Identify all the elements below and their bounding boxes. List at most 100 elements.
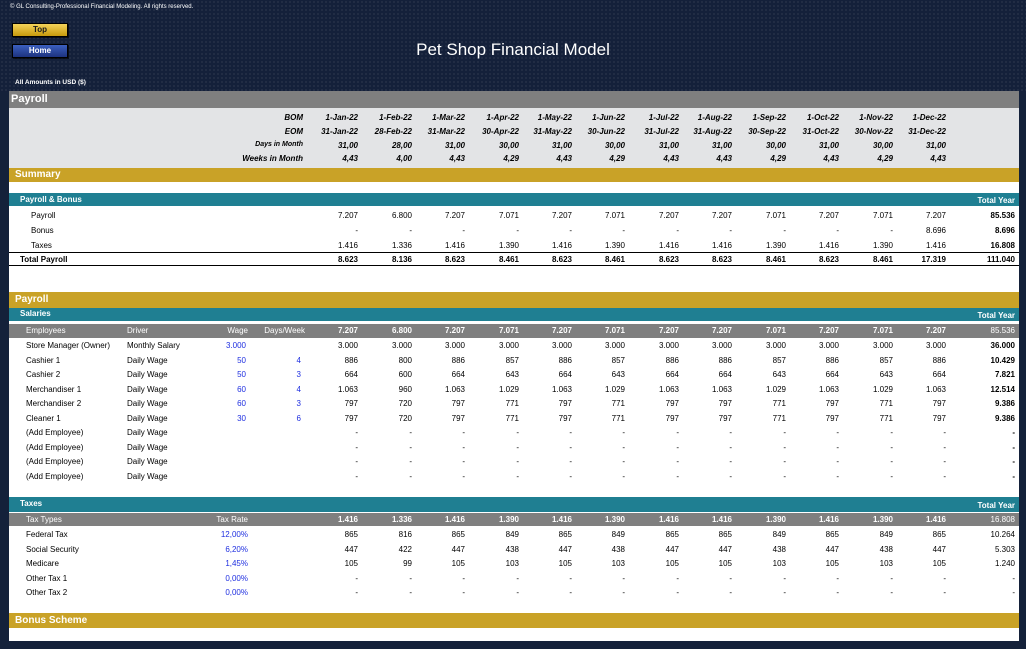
taxes-header-value-5: 1.416: [551, 515, 572, 524]
employee-7-month-3: -: [462, 428, 465, 437]
employee-days-3[interactable]: 3: [296, 370, 301, 379]
currency-note: All Amounts in USD ($): [15, 79, 86, 86]
summary-payroll-12: 7.207: [925, 211, 946, 220]
taxes-header-value-4: 1.390: [498, 515, 519, 524]
summary-title-bar: [9, 168, 1019, 182]
employee-wage-4[interactable]: 60: [237, 384, 246, 394]
employee-6-month-4: 771: [505, 413, 519, 423]
tax-5-month-9: -: [783, 588, 786, 597]
employee-total-3: 7.821: [994, 370, 1015, 379]
top-button[interactable]: Top: [12, 23, 68, 37]
employee-9-month-11: -: [890, 457, 893, 466]
weeks-2: 4,00: [396, 154, 412, 163]
page-title: Pet Shop Financial Model: [416, 40, 610, 59]
tax-1-month-4: 849: [505, 530, 519, 539]
employee-3-month-4: 643: [505, 370, 519, 379]
driver-header: Driver: [127, 326, 149, 335]
employee-wage-5[interactable]: 60: [237, 399, 246, 408]
tax-rate-1[interactable]: 12,00%: [220, 530, 248, 539]
tax-1-month-12: 865: [932, 530, 946, 539]
employee-7-month-5: -: [569, 428, 572, 437]
employee-days-6[interactable]: 6: [296, 413, 301, 423]
tax-label-3: Medicare: [26, 559, 59, 568]
total-payroll-9: 8.461: [765, 255, 786, 264]
employee-1-month-4: 3.000: [498, 341, 519, 350]
bom-7: 1-Jul-22: [648, 113, 679, 122]
tax-2-month-6: 438: [611, 544, 625, 554]
employee-2-month-11: 857: [879, 355, 893, 365]
employee-8-month-7: -: [676, 442, 679, 452]
tax-1-month-6: 849: [611, 530, 625, 539]
bom-1: 1-Jan-22: [325, 113, 358, 122]
tax-5-month-12: -: [943, 588, 946, 597]
employee-3-month-6: 643: [611, 370, 625, 379]
salaries-header-value-5: 7.207: [551, 326, 572, 335]
taxes-header-total: 16.808: [990, 515, 1015, 524]
tax-1-month-3: 865: [451, 530, 465, 539]
bom-4: 1-Apr-22: [486, 113, 519, 122]
employee-10-month-7: -: [676, 471, 679, 481]
total-payroll-2: 8.136: [391, 255, 412, 264]
tax-1-month-11: 849: [879, 530, 893, 539]
employee-wage-3[interactable]: 50: [237, 370, 246, 379]
tax-4-month-4: -: [516, 573, 519, 583]
employee-6-month-8: 797: [718, 413, 732, 423]
days-11: 30,00: [872, 141, 893, 150]
employee-10-month-2: -: [409, 471, 412, 481]
employee-5-month-12: 797: [932, 399, 946, 408]
employee-10-month-3: -: [462, 471, 465, 481]
days-8: 31,00: [711, 141, 732, 150]
employee-1-month-3: 3.000: [444, 341, 465, 350]
employee-driver-4: Daily Wage: [127, 384, 168, 394]
employee-days-5[interactable]: 3: [296, 399, 301, 408]
tax-5-month-5: -: [569, 588, 572, 597]
tax-2-month-9: 438: [772, 544, 786, 554]
salaries-header-value-2: 6.800: [391, 326, 412, 335]
summary-payroll-5: 7.207: [551, 211, 572, 220]
spreadsheet-area: Payroll BOM 1-Jan-22 1-Feb-22 1-Mar-22 1-Apr-…: [9, 91, 1019, 641]
tax-5-month-4: -: [516, 588, 519, 597]
weeks-5: 4,43: [556, 154, 572, 163]
tax-5-month-3: -: [462, 588, 465, 597]
employee-1-month-9: 3.000: [765, 341, 786, 350]
tax-3-month-3: 105: [451, 559, 465, 568]
tax-5-month-10: -: [836, 588, 839, 597]
tax-rate-3[interactable]: 1,45%: [225, 559, 248, 568]
employee-wage-6[interactable]: 30: [237, 413, 246, 423]
tax-2-month-7: 447: [665, 544, 679, 554]
eom-12: 31-Dec-22: [908, 127, 946, 136]
tax-rate-2[interactable]: 6,20%: [225, 544, 248, 554]
employee-9-month-4: -: [516, 457, 519, 466]
employee-wage-2[interactable]: 50: [237, 355, 246, 365]
summary-taxes-7: 1.416: [658, 241, 679, 250]
summary-row-label-bonus: Bonus: [31, 226, 54, 235]
tax-rate-4[interactable]: 0,00%: [225, 573, 248, 583]
total-payroll-rule: [9, 252, 1019, 253]
employee-8-month-8: -: [729, 442, 732, 452]
employee-6-month-3: 797: [451, 413, 465, 423]
weeks-3: 4,43: [449, 154, 465, 163]
employee-10-month-10: -: [836, 471, 839, 481]
employee-total-1: 36.000: [990, 341, 1015, 350]
weeks-label: Weeks in Month: [242, 154, 303, 163]
eom-9: 30-Sep-22: [748, 127, 786, 136]
employee-wage-1[interactable]: 3.000: [225, 341, 246, 350]
bom-6: 1-Jun-22: [592, 113, 625, 122]
summary-row-label-payroll: Payroll: [31, 211, 56, 220]
salaries-bar: [9, 308, 1019, 321]
employee-6-month-1: 797: [344, 413, 358, 423]
total-payroll-7: 8.623: [658, 255, 679, 264]
employee-4-month-6: 1.029: [604, 384, 625, 394]
summary-bonus-11: -: [890, 226, 893, 235]
tax-2-month-11: 438: [879, 544, 893, 554]
employee-days-2[interactable]: 4: [296, 355, 301, 365]
total-payroll-12: 17.319: [921, 255, 946, 264]
employee-9-month-12: -: [943, 457, 946, 466]
summary-bonus-1: -: [355, 226, 358, 235]
tax-label-4: Other Tax 1: [26, 573, 68, 583]
eom-5: 31-May-22: [533, 127, 572, 136]
tax-rate-5[interactable]: 0,00%: [225, 588, 248, 597]
home-button[interactable]: Home: [12, 44, 68, 58]
employee-days-4[interactable]: 4: [296, 384, 301, 394]
total-payroll-label: Total Payroll: [20, 255, 68, 264]
